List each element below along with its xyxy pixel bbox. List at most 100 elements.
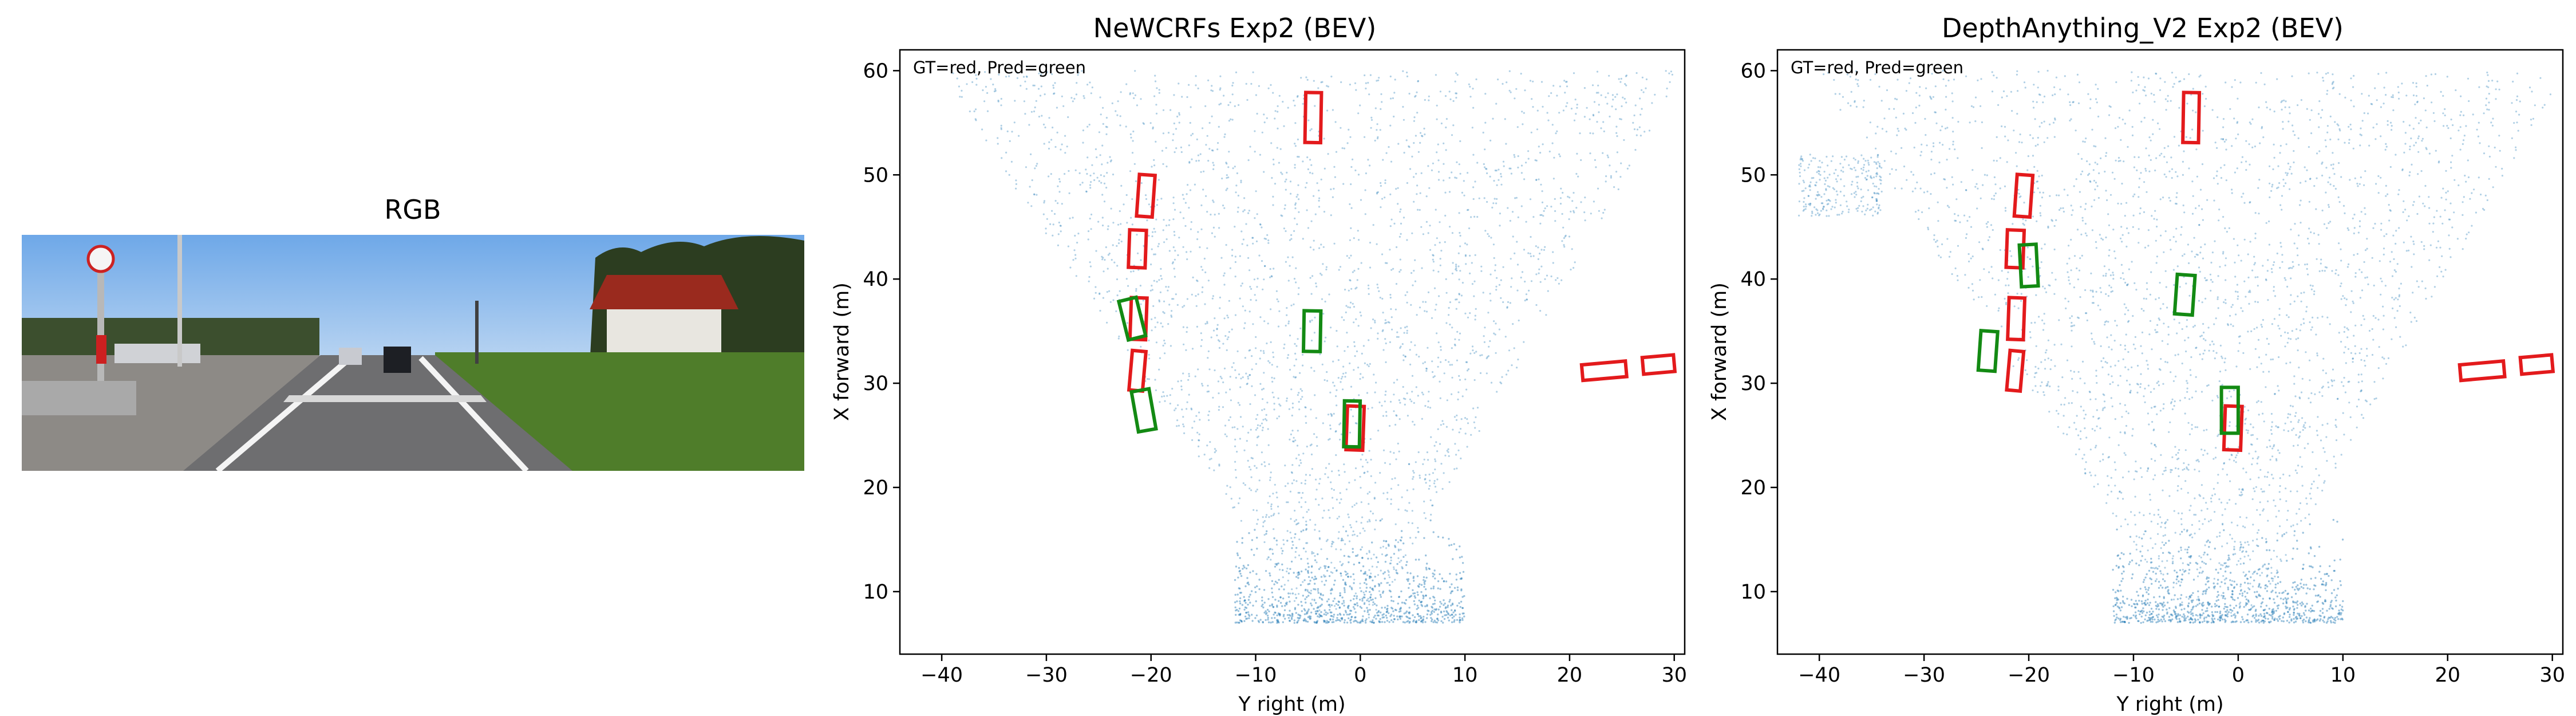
point — [2001, 325, 2003, 328]
point — [1402, 621, 1405, 623]
point — [2140, 308, 2143, 310]
point — [1305, 76, 1307, 78]
point — [1288, 408, 1290, 410]
point — [1333, 584, 1336, 586]
point — [2061, 376, 2064, 379]
point — [1132, 130, 1135, 133]
point — [1295, 597, 1298, 599]
point — [1294, 217, 1296, 219]
point — [1458, 375, 1460, 377]
point — [1303, 619, 1305, 622]
point — [1448, 481, 1451, 483]
point — [2431, 296, 2433, 298]
point — [2147, 412, 2149, 415]
point — [1265, 238, 1267, 240]
point — [1378, 583, 1381, 586]
point — [2245, 296, 2247, 298]
point — [1603, 130, 1605, 132]
point — [2147, 549, 2149, 552]
point — [1311, 319, 1313, 321]
point — [1409, 168, 1412, 170]
point — [1323, 574, 1325, 576]
point — [2449, 137, 2452, 140]
point — [1178, 121, 1180, 124]
point — [2071, 345, 2073, 348]
point — [2257, 339, 2260, 341]
point — [2231, 192, 2233, 194]
point — [1422, 301, 1424, 303]
point — [1360, 314, 1362, 317]
point — [2291, 261, 2294, 263]
point — [1266, 402, 1269, 404]
point — [1500, 297, 1502, 300]
point — [1427, 291, 1430, 293]
point — [2220, 167, 2222, 169]
point — [2156, 331, 2159, 333]
point — [1331, 470, 1333, 473]
point — [2104, 324, 2106, 326]
point — [1381, 404, 1383, 407]
point — [1333, 613, 1336, 616]
point — [2146, 288, 2148, 290]
point — [1239, 255, 1241, 257]
point — [1287, 596, 1290, 599]
point — [2275, 458, 2278, 461]
point — [1301, 390, 1303, 392]
point — [1231, 93, 1234, 96]
point — [1371, 407, 1373, 409]
pole-1 — [177, 235, 182, 367]
point — [1589, 118, 1591, 120]
point — [1306, 589, 1309, 591]
point — [2298, 204, 2301, 206]
point — [1512, 323, 1514, 325]
point — [1317, 615, 1319, 617]
point — [2280, 246, 2282, 248]
point — [1332, 507, 1334, 509]
point — [1275, 564, 1278, 566]
point — [1592, 132, 1594, 135]
point — [1648, 129, 1651, 132]
point — [1612, 99, 1614, 101]
point — [1053, 93, 1055, 95]
point — [1455, 548, 1457, 551]
point — [2424, 205, 2426, 207]
point — [1246, 617, 1249, 620]
point — [1984, 174, 1986, 176]
point — [1298, 392, 1300, 394]
point — [1424, 301, 1427, 303]
point — [1279, 614, 1281, 617]
point — [1271, 617, 1273, 619]
point — [998, 73, 1000, 76]
point — [1234, 314, 1237, 316]
point — [1300, 462, 1302, 464]
point — [1278, 613, 1281, 616]
point — [2209, 344, 2211, 346]
point — [1400, 269, 1402, 271]
point — [1298, 614, 1301, 616]
point — [1059, 225, 1061, 227]
point — [1925, 87, 1927, 89]
point — [1389, 584, 1391, 587]
point — [2124, 518, 2127, 521]
point — [1372, 587, 1374, 590]
point — [1298, 156, 1300, 158]
point — [2352, 357, 2354, 360]
point — [2186, 380, 2188, 382]
point — [2029, 336, 2032, 339]
point — [1282, 550, 1284, 552]
point — [1409, 363, 1412, 366]
point — [975, 84, 978, 86]
point — [1258, 579, 1261, 581]
point — [1990, 224, 1993, 226]
point — [1316, 607, 1318, 609]
point — [1234, 255, 1236, 258]
point — [2425, 297, 2427, 300]
point — [2301, 485, 2304, 487]
point — [2296, 490, 2298, 493]
point — [2350, 352, 2352, 354]
point — [2360, 211, 2362, 213]
point — [1340, 433, 1342, 435]
point — [2089, 180, 2091, 182]
